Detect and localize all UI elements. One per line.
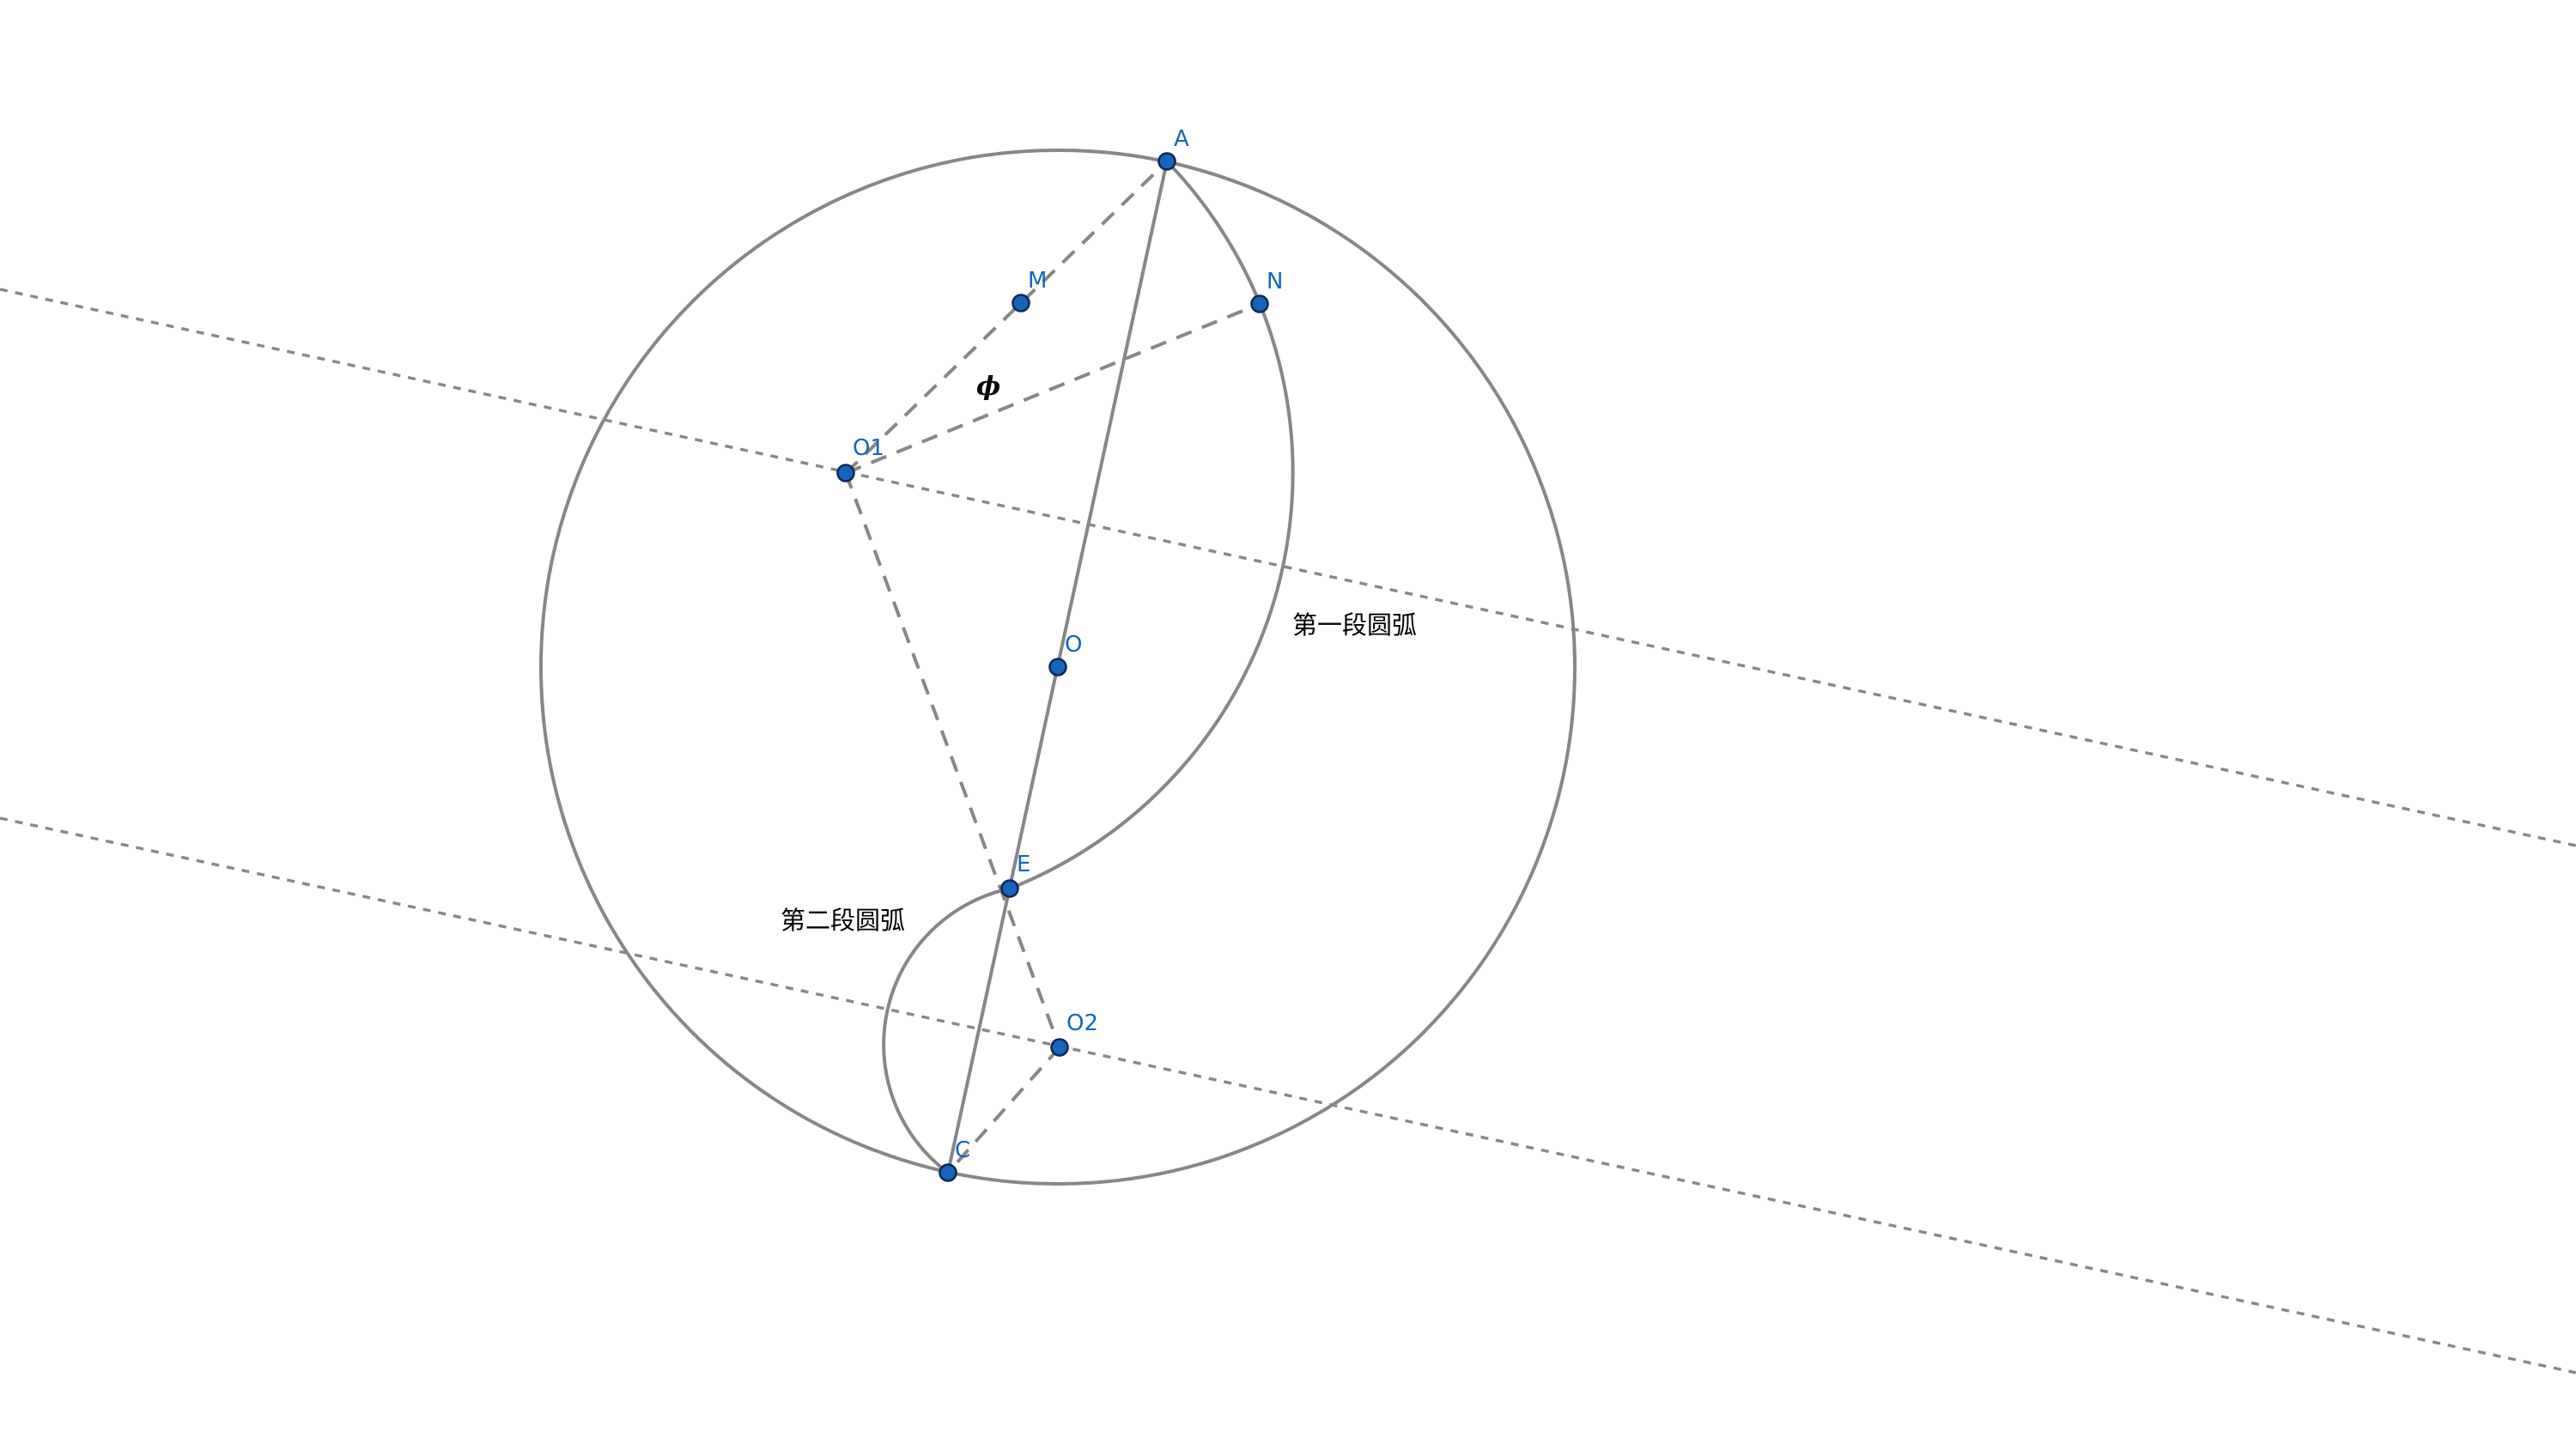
point-o[interactable] (1048, 658, 1067, 676)
dashed-o2-c (946, 1046, 1061, 1174)
point-o2[interactable] (1050, 1038, 1069, 1057)
point-c[interactable] (939, 1163, 957, 1182)
point-a[interactable] (1157, 152, 1176, 171)
point-o2-label: O2 (1066, 1010, 1098, 1036)
point-n-label: N (1267, 269, 1283, 294)
dashed-o1-o2 (844, 472, 1061, 1048)
dotted-line-through-o2 (0, 816, 2576, 1374)
outer-circle (539, 149, 1577, 1186)
second-arc-label: 第二段圆弧 (781, 906, 905, 935)
point-o-label: O (1065, 632, 1082, 658)
first-arc (1009, 160, 1295, 890)
point-a-label: A (1174, 126, 1189, 152)
angle-phi-label: ϕ (976, 372, 1000, 402)
point-n[interactable] (1250, 294, 1269, 313)
first-arc-label: 第一段圆弧 (1292, 610, 1417, 640)
point-o1-label: O1 (853, 435, 884, 461)
second-arc (882, 887, 1011, 1174)
point-c-label: C (955, 1138, 970, 1163)
dotted-line-through-o1 (0, 288, 2576, 847)
point-m-label: M (1028, 268, 1047, 294)
dashed-o1-a (844, 160, 1169, 475)
point-e[interactable] (1000, 879, 1019, 898)
dashed-o1-n (845, 302, 1261, 475)
point-o1[interactable] (836, 464, 855, 482)
point-e-label: E (1017, 852, 1030, 877)
point-m[interactable] (1012, 294, 1030, 312)
